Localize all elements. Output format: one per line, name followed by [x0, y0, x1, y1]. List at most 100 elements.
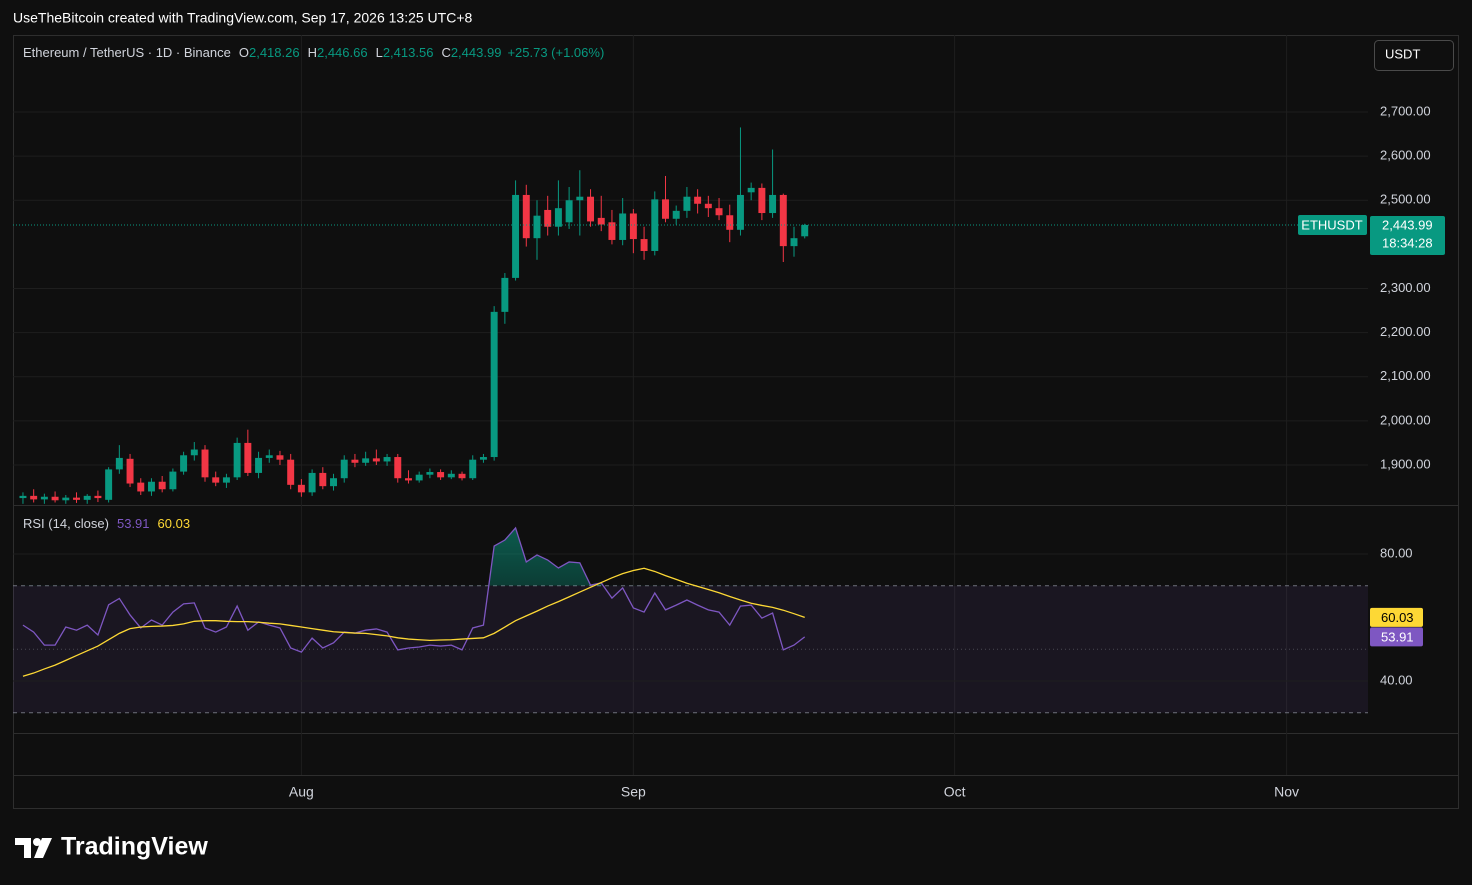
y-tick-label: 2,100.00 [1380, 368, 1431, 383]
y-tick-label: 2,200.00 [1380, 324, 1431, 339]
candle-body [726, 215, 734, 230]
currency-button[interactable] [1374, 40, 1454, 71]
candle-body [619, 213, 627, 240]
candle-body [147, 481, 155, 492]
rsi-tick-label: 80.00 [1380, 545, 1413, 560]
candle-body [330, 478, 337, 487]
rsi-legend-value: 53.91 [117, 516, 150, 531]
candle-body [62, 497, 70, 501]
candle-body [265, 455, 273, 458]
rsi-legend-value: 60.03 [158, 516, 191, 531]
candle-body [479, 457, 487, 460]
price-badge [1370, 215, 1445, 255]
symbol-label: ETHUSDT [1301, 217, 1362, 232]
candle-body [40, 496, 48, 500]
candle-body [51, 496, 59, 501]
legend-value: 2,446.66 [317, 45, 368, 60]
candle-body [651, 199, 659, 251]
rsi-legend: RSI (14, close) 53.91 60.03 [23, 516, 190, 531]
candle-body [394, 457, 402, 479]
candle-body [73, 497, 80, 500]
logo-text: TradingView [61, 833, 208, 861]
candle-body [447, 473, 455, 478]
candle-body [105, 469, 113, 500]
candle-body [501, 277, 509, 312]
candle-body [94, 495, 102, 499]
candle-body [115, 457, 123, 470]
candle-body [512, 194, 520, 278]
candle-body [779, 194, 787, 247]
candle-body [212, 477, 220, 483]
chart-frame [13, 35, 1459, 809]
candle-body [244, 442, 252, 473]
candle-body [30, 495, 38, 500]
candle-body [790, 238, 798, 247]
rsi-value-badge [1370, 627, 1423, 647]
legend-title: Ethereum / TetherUS · 1D · Binance [23, 45, 231, 60]
candle-body [297, 484, 305, 493]
legend-value: 2,418.26 [249, 45, 300, 60]
candle-body [201, 449, 209, 478]
candle-body [426, 472, 434, 475]
candle-body [437, 472, 445, 478]
candle-body [308, 472, 316, 493]
candle-body [694, 196, 702, 204]
price-pane [19, 127, 809, 504]
y-tick-label: 2,700.00 [1380, 103, 1431, 118]
rsi-band [13, 585, 1368, 713]
countdown-label: 18:34:28 [1382, 235, 1433, 250]
candle-body [554, 208, 562, 227]
rsi-value-label: 53.91 [1381, 629, 1414, 644]
legend-key: L [376, 45, 383, 60]
candle-body [469, 459, 477, 479]
candle-body [405, 478, 412, 481]
price-badge-label: 2,443.99 [1382, 217, 1433, 232]
rsi-value-badge [1370, 607, 1423, 627]
logo-icon [15, 838, 52, 858]
y-tick-label: 2,300.00 [1380, 280, 1431, 295]
candle-body [383, 457, 391, 462]
candle-body [533, 215, 541, 239]
x-tick-label: Nov [1274, 784, 1299, 800]
x-tick-label: Sep [621, 784, 646, 800]
candle-body [340, 459, 348, 479]
candle-body [19, 495, 27, 499]
price-legend: Ethereum / TetherUS · 1D · Binance O2,418… [23, 45, 604, 60]
candle-body [83, 495, 91, 500]
candle-body [640, 239, 648, 251]
candle-body [222, 477, 230, 483]
candle-body [736, 194, 744, 230]
rsi-legend-title: RSI (14, close) [23, 516, 109, 531]
rsi-line [22, 526, 806, 653]
candle-body [662, 199, 669, 219]
candle-body [255, 457, 263, 473]
candle-body [126, 458, 134, 484]
candle-body [801, 224, 809, 237]
candle-body [747, 187, 755, 193]
candle-body [190, 449, 198, 456]
x-tick-label: Oct [944, 784, 966, 800]
x-tick-label: Aug [289, 784, 314, 800]
candle-body [629, 213, 637, 240]
candle-body [565, 200, 573, 223]
candle-body [715, 208, 723, 216]
candle-body [180, 455, 188, 472]
candle-body [169, 471, 177, 490]
candle-body [544, 209, 552, 227]
currency-label: USDT [1385, 46, 1420, 61]
candle-body [769, 194, 777, 214]
legend-value: 2,413.56 [383, 45, 434, 60]
rsi-tick-label: 40.00 [1380, 672, 1413, 687]
header-text: UseTheBitcoin created with TradingView.c… [13, 10, 472, 26]
y-tick-label: 2,500.00 [1380, 192, 1431, 207]
legend-key: H [308, 45, 317, 60]
candle-body [587, 196, 595, 222]
candle-body [683, 196, 691, 211]
candle-body [372, 458, 380, 462]
candle-body [287, 459, 295, 485]
rsi-line [22, 567, 805, 677]
symbol-badge [1298, 214, 1367, 235]
candle-body [351, 459, 359, 463]
y-tick-label: 2,000.00 [1380, 412, 1431, 427]
candle-body [522, 194, 530, 239]
